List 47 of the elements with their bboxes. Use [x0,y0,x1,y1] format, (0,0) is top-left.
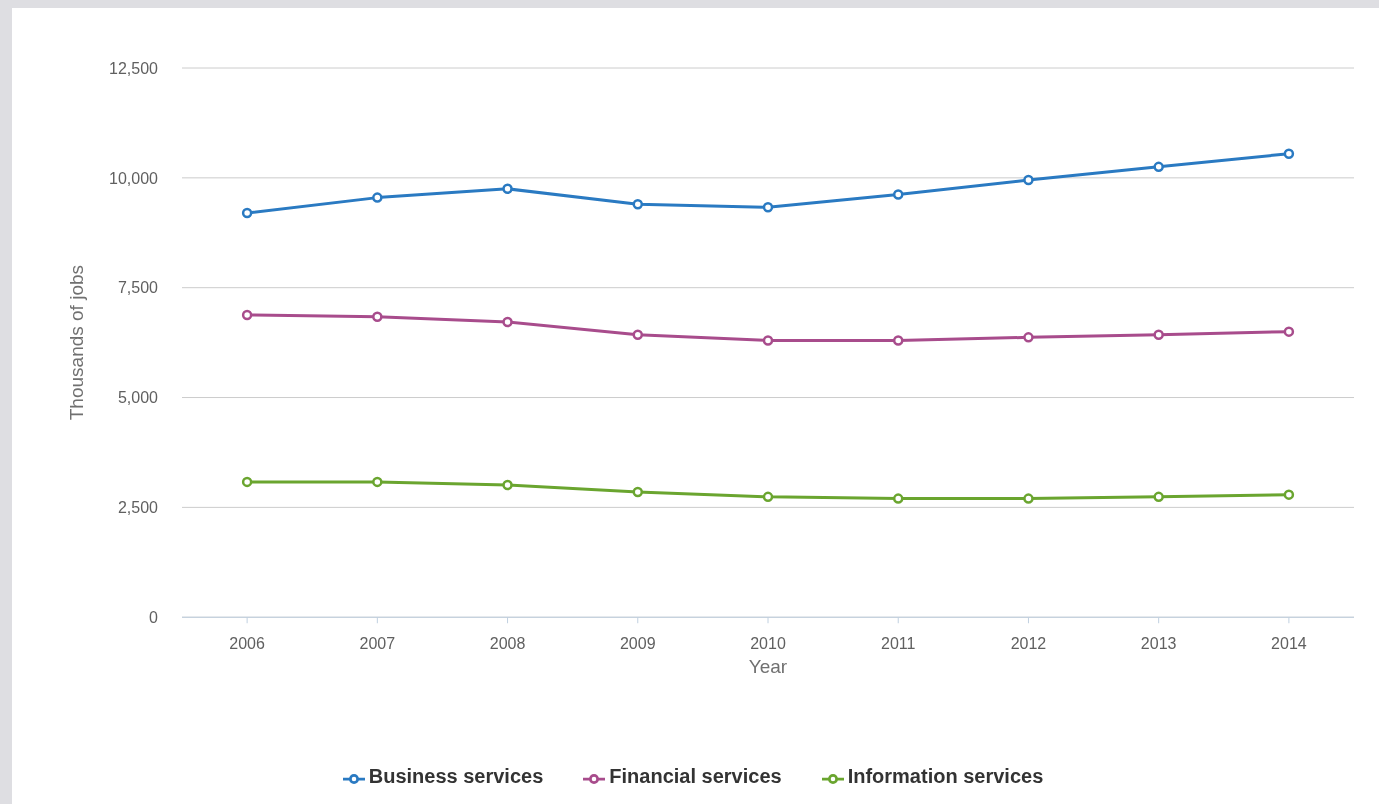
x-axis-title: Year [748,656,788,678]
y-axis-title: Thousands of jobs [65,264,87,421]
y-tick-label: 2,500 [117,499,159,517]
point [502,316,513,328]
point [241,207,253,219]
point [372,311,383,322]
x-tick-label: 2013 [1140,634,1177,652]
y-tick-label: 12,500 [109,59,159,77]
y-tick-label: 10,000 [109,169,159,187]
point [892,493,904,504]
point [632,198,644,210]
point [1153,329,1164,340]
x-tick-label: 2012 [1010,634,1047,652]
legend-label: Information services [847,765,1044,788]
point [762,491,774,503]
legend-label: Business services [368,765,544,788]
x-tick-label: 2010 [750,634,786,652]
point [1283,489,1295,500]
y-tick-label: 7,500 [117,279,159,297]
x-tick-label: 2008 [489,634,526,652]
point [1023,332,1034,343]
point [632,486,644,498]
point [241,476,253,488]
point [241,309,253,321]
point [372,476,383,488]
x-tick-label: 2014 [1271,634,1307,652]
x-tick-label: 2011 [881,634,916,652]
point [1023,493,1034,504]
point [502,479,513,491]
point [892,189,904,200]
point [372,192,383,203]
point [892,335,904,346]
legend-label: Financial services [609,765,782,788]
point [1153,161,1164,173]
y-tick-label: 0 [149,608,159,626]
point [762,335,774,346]
x-tick-label: 2009 [619,634,656,652]
point [1023,174,1034,186]
x-tick-label: 2007 [359,634,396,652]
point [1283,148,1295,159]
point [762,202,774,213]
point [1153,491,1164,503]
point [1283,326,1295,337]
point [632,329,644,340]
point [502,183,513,195]
x-tick-label: 2006 [229,634,266,652]
y-tick-label: 5,000 [117,389,159,407]
